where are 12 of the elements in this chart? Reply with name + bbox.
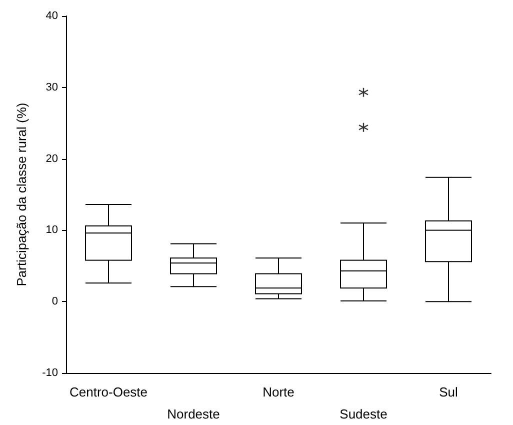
y-tick-label: 20 [46, 152, 58, 165]
x-tick-label: Sudeste [340, 406, 388, 422]
x-tick-label: Sul [439, 384, 458, 400]
x-tick-label: Nordeste [167, 406, 220, 422]
y-tick-label: 0 [52, 296, 58, 308]
x-tick-label: Norte [262, 384, 294, 400]
y-axis-title: Participação da classe rural (%) [14, 102, 29, 286]
y-tick-label: 30 [46, 81, 58, 94]
y-tick-label: 10 [46, 224, 58, 236]
y-tick-label: -10 [42, 367, 58, 379]
y-tick-label: 40 [46, 10, 58, 22]
x-tick-label: Centro-Oeste [69, 384, 148, 400]
